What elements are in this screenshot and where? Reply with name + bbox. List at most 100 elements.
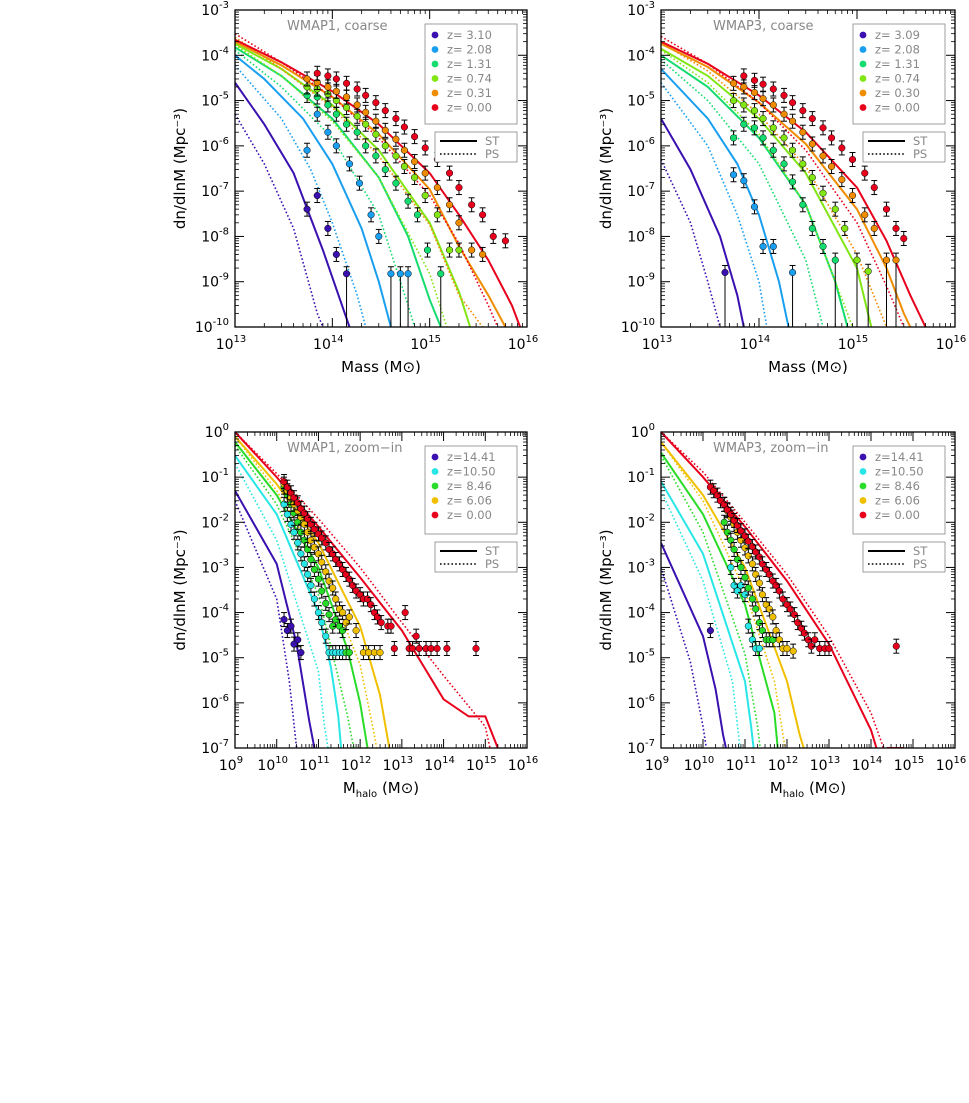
legend-label-2: z= 2.08 [447, 43, 492, 57]
legend-label-2: z= 2.08 [875, 43, 920, 57]
data-point-3-18 [339, 626, 347, 635]
data-point-4-8 [372, 130, 380, 138]
st-curve-1 [235, 82, 351, 327]
y-tick-label: 10-3 [627, 0, 655, 19]
y-tick-label: 10-6 [627, 136, 655, 155]
data-point-2-1 [303, 146, 311, 154]
axis-ticks [660, 431, 956, 749]
ps-curve-4 [661, 49, 854, 327]
legend-label-3: z= 8.46 [447, 479, 492, 493]
data-point-4-20 [789, 647, 797, 655]
legend-marker-6 [431, 104, 439, 111]
st-legend-label: ST [913, 134, 928, 148]
data-point-2-9 [307, 581, 315, 589]
data-point-6-11 [838, 144, 846, 152]
data-point-4-12 [411, 173, 419, 182]
data-point-6-7 [799, 107, 807, 115]
st-legend-label: ST [485, 134, 500, 148]
data-point-5-14 [433, 184, 441, 192]
legend-marker-2 [859, 468, 867, 475]
data-point-2-13 [322, 632, 330, 640]
data-point-3-10 [392, 179, 400, 187]
data-point-4-14 [433, 211, 441, 219]
data-point-3-11 [314, 575, 322, 583]
data-point-4-8 [799, 160, 807, 168]
y-tick-label: 10-9 [201, 272, 229, 291]
model-curves [235, 33, 522, 327]
axis-ticks [660, 9, 956, 328]
data-point-2-3 [750, 203, 759, 211]
legend-marker-5 [859, 511, 867, 519]
data-point-4-2 [740, 101, 748, 109]
data-point-6-17 [479, 211, 487, 219]
data-point-3-5 [769, 146, 777, 154]
y-tick-label: 10-3 [627, 557, 655, 576]
data-point-3-10 [819, 242, 827, 251]
data-point-2-1 [730, 171, 738, 179]
data-points [303, 65, 509, 327]
data-point-6-2 [750, 76, 759, 84]
data-point-6-14 [445, 169, 454, 177]
data-point-4-13 [421, 191, 429, 200]
data-point-6-12 [421, 144, 429, 152]
data-point-6-15 [455, 184, 463, 192]
x-tick-label: 1011 [299, 755, 330, 774]
data-points [280, 474, 480, 661]
data-point-3-13 [322, 599, 330, 607]
y-tick-label: 10-1 [201, 467, 229, 486]
data-point-2-5 [294, 539, 302, 547]
data-point-4-12 [318, 558, 326, 566]
y-tick-label: 10-5 [627, 648, 655, 667]
data-point-5-32 [390, 644, 398, 653]
data-point-3-6 [737, 563, 745, 571]
data-point-5-39 [427, 644, 435, 653]
data-point-3-3 [750, 124, 759, 132]
data-point-3-14 [437, 270, 445, 278]
data-point-5-10 [392, 135, 400, 143]
ps-curve-2 [661, 82, 768, 327]
legend-marker-1 [859, 453, 867, 461]
y-tick-label: 10-4 [627, 45, 655, 64]
st-curve-3 [235, 46, 442, 327]
ps-legend-label: PS [485, 557, 499, 571]
data-point-3-9 [307, 555, 315, 564]
data-point-3-8 [744, 584, 752, 592]
data-point-4-7 [362, 120, 370, 128]
ps-curve-1 [235, 500, 298, 748]
data-point-2-5 [345, 160, 354, 168]
legend-label-6: z= 0.00 [875, 101, 920, 115]
x-tick-label: 1014 [424, 755, 455, 774]
st-curve-3 [235, 441, 369, 748]
ps-curve-2 [235, 463, 329, 748]
model-legend-box [862, 541, 946, 573]
legend-label-3: z= 8.46 [875, 479, 920, 493]
legend-marker-5 [431, 511, 439, 519]
data-point-5-31 [811, 636, 819, 644]
data-point-5-31 [387, 622, 395, 630]
data-point-2-5 [769, 242, 777, 251]
st-curve-4 [661, 441, 805, 748]
data-point-3-13 [423, 246, 432, 254]
data-point-4-14 [765, 605, 773, 613]
ps-curve-6 [235, 33, 499, 327]
x-axis-label: Mhalo (M⊙) [343, 779, 419, 800]
st-curve-2 [235, 455, 343, 748]
data-point-5-7 [789, 117, 797, 125]
data-point-4-11 [755, 579, 763, 587]
data-point-4-9 [748, 560, 756, 568]
panel-annotation: WMAP1, coarse [287, 19, 388, 34]
ps-curve-3 [235, 445, 355, 748]
x-tick-label: 1014 [852, 755, 883, 774]
data-point-3-8 [372, 152, 380, 160]
y-tick-label: 10-4 [201, 45, 229, 64]
plot-frame [660, 431, 956, 749]
data-point-5-4 [759, 95, 767, 103]
data-point-2-2 [740, 177, 748, 185]
y-tick-label: 10-6 [201, 136, 229, 155]
y-tick-label: 10-5 [201, 91, 229, 110]
data-point-2-7 [300, 560, 308, 568]
ps-curve-6 [661, 35, 905, 327]
